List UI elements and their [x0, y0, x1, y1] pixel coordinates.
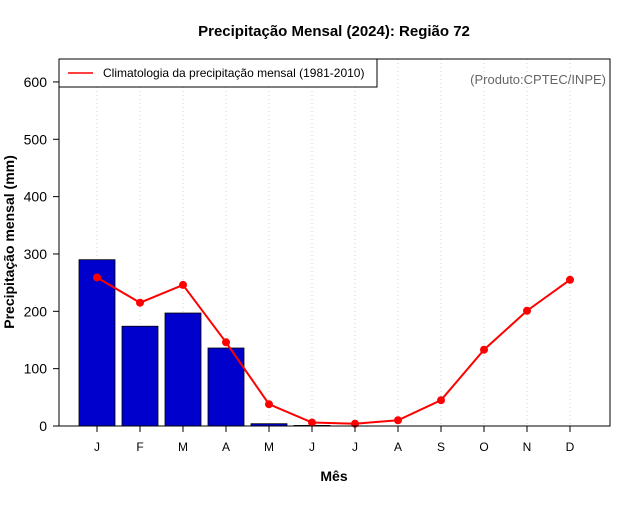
x-tick-label-5: M — [264, 440, 274, 454]
climatology-point-4 — [222, 338, 230, 347]
bar-series — [78, 259, 331, 427]
climatology-point-6 — [308, 418, 316, 427]
x-tick-label-11: N — [523, 440, 532, 454]
x-tick-label-3: M — [178, 440, 188, 454]
climatology-line — [96, 276, 571, 425]
climatology-point-9 — [437, 396, 445, 405]
x-tick-label-12: D — [566, 440, 575, 454]
x-axis-label: Mês — [320, 468, 347, 484]
chart-title: Precipitação Mensal (2024): Região 72 — [198, 23, 470, 40]
climatology-point-8 — [394, 416, 402, 425]
climatology-point-2 — [136, 298, 144, 307]
y-tick-label-100: 100 — [24, 361, 48, 377]
y-axis: 0 100 200 300 400 500 600 — [24, 74, 59, 434]
climatology-point-12 — [566, 275, 574, 284]
x-tick-label-4: A — [222, 440, 230, 454]
climatology-point-3 — [179, 280, 187, 289]
bar-month-2 — [121, 325, 159, 427]
bar-month-3 — [164, 312, 202, 427]
y-tick-label-200: 200 — [24, 303, 48, 319]
climatology-point-11 — [523, 306, 531, 315]
x-tick-label-1: J — [94, 440, 100, 454]
x-tick-label-10: O — [479, 440, 488, 454]
x-tick-label-9: S — [437, 440, 445, 454]
climatology-point-5 — [265, 400, 273, 409]
legend: Climatologia da precipitação mensal (198… — [58, 58, 378, 88]
climatology-point-10 — [480, 345, 488, 354]
x-tick-label-6: J — [309, 440, 315, 454]
x-tick-label-7: J — [352, 440, 358, 454]
source-note: (Produto:CPTEC/INPE) — [470, 72, 606, 87]
y-tick-label-400: 400 — [24, 189, 48, 205]
y-tick-label-600: 600 — [24, 74, 48, 90]
y-tick-label-0: 0 — [39, 418, 47, 434]
bar-month-1 — [78, 259, 116, 427]
y-tick-label-500: 500 — [24, 131, 48, 147]
legend-box — [58, 58, 378, 88]
y-axis-label: Precipitação mensal (mm) — [1, 155, 17, 329]
legend-entry-climatology: Climatologia da precipitação mensal (198… — [103, 66, 364, 80]
y-tick-label-300: 300 — [24, 246, 48, 262]
x-tick-label-8: A — [394, 440, 402, 454]
climatology-point-1 — [93, 273, 101, 282]
x-tick-label-2: F — [136, 440, 143, 454]
